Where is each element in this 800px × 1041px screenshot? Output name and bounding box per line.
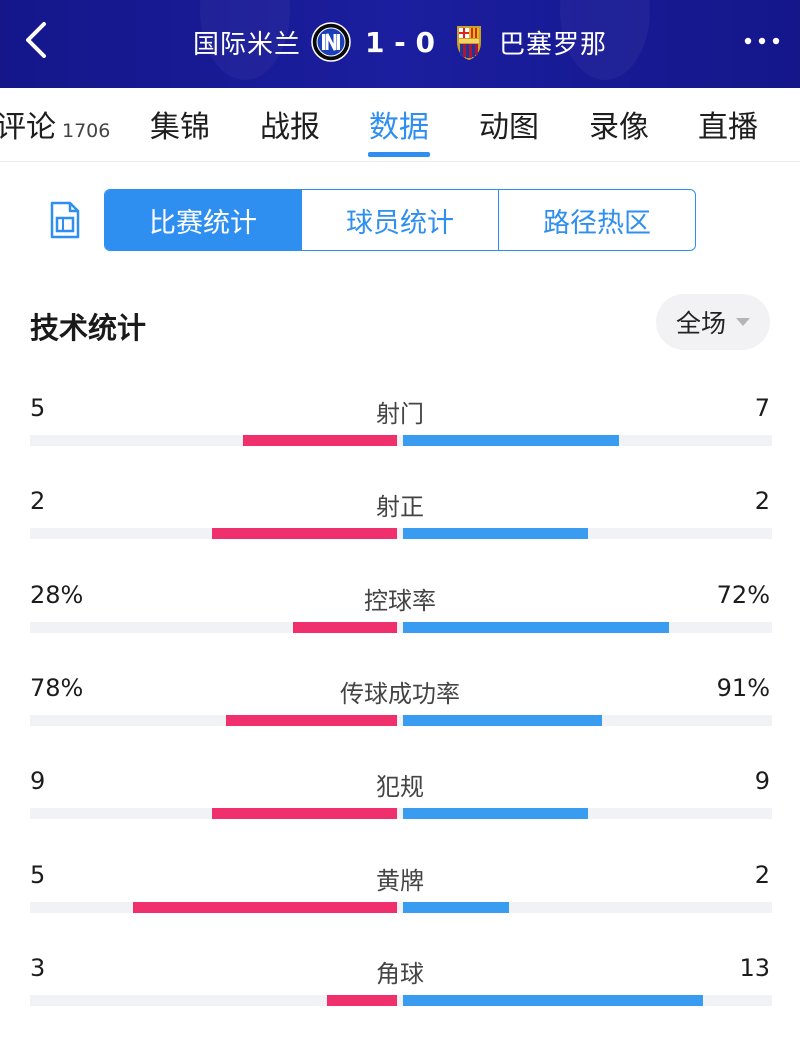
more-button[interactable] <box>742 26 782 56</box>
home-stat-bar <box>243 435 397 446</box>
away-stat-value: 72% <box>716 580 770 609</box>
match-summary: 国际米兰 1 - 0 巴塞罗那 <box>0 0 800 84</box>
away-stat-value: 9 <box>754 767 770 796</box>
export-icon[interactable] <box>46 200 84 240</box>
stat-label: 犯规 <box>376 773 424 802</box>
tab-report[interactable]: 战报 <box>260 110 320 145</box>
away-stat-bar <box>403 435 619 446</box>
period-label: 全场 <box>675 309 726 338</box>
away-stat-value: 7 <box>754 394 770 422</box>
segment-match-stats[interactable]: 比赛统计 <box>105 190 301 250</box>
away-stat-value: 13 <box>739 953 770 982</box>
stat-track <box>30 435 772 446</box>
match-score: 1 - 0 <box>364 25 436 59</box>
segment-heatmap[interactable]: 路径热区 <box>498 190 695 250</box>
inter-milan-logo-icon <box>311 22 351 62</box>
tab-gifs[interactable]: 动图 <box>479 110 539 145</box>
more-dots-icon <box>744 37 780 45</box>
home-stat-bar <box>133 901 397 913</box>
tab-live[interactable]: 直播 <box>698 110 758 145</box>
home-stat-bar <box>293 621 397 633</box>
away-team-name: 巴塞罗那 <box>499 29 608 60</box>
stat-row: 3 角球 13 <box>0 940 800 1033</box>
active-tab-indicator <box>368 152 430 157</box>
stat-label: 角球 <box>376 959 424 988</box>
home-stat-value: 2 <box>30 487 46 516</box>
home-stat-value: 3 <box>30 953 46 982</box>
stat-row: 78% 传球成功率 91% <box>0 660 800 753</box>
stat-track <box>30 714 772 726</box>
barcelona-logo-icon <box>457 26 482 60</box>
caret-down-icon <box>736 318 750 326</box>
away-stat-bar <box>403 528 588 540</box>
stat-track <box>30 528 772 540</box>
home-stat-value: 78% <box>30 673 84 702</box>
stat-row: 28% 控球率 72% <box>0 567 800 660</box>
stat-row: 9 犯规 9 <box>0 753 800 846</box>
back-button[interactable] <box>18 18 58 62</box>
home-stat-bar <box>226 714 397 726</box>
comment-count: 1706 <box>62 120 111 142</box>
stat-label: 黄牌 <box>376 866 424 895</box>
stat-track <box>30 808 772 820</box>
stat-track <box>30 621 772 633</box>
away-stat-bar <box>403 621 669 633</box>
stat-track <box>30 901 772 913</box>
home-stat-value: 5 <box>30 394 46 422</box>
stat-label: 射门 <box>376 400 424 428</box>
tab-label: 评论 <box>0 110 56 145</box>
stat-label: 射正 <box>376 493 424 522</box>
home-stat-bar <box>212 808 397 820</box>
section-title: 技术统计 <box>30 311 147 345</box>
segment-player-stats[interactable]: 球员统计 <box>301 190 498 250</box>
tab-data[interactable]: 数据 <box>369 110 429 145</box>
home-stat-value: 5 <box>30 860 46 889</box>
stat-label: 控球率 <box>364 586 436 615</box>
home-team-name: 国际米兰 <box>192 29 301 60</box>
away-stat-bar <box>403 994 703 1006</box>
stat-row: 5 黄牌 2 <box>0 847 800 940</box>
away-stat-value: 2 <box>754 487 770 516</box>
tab-comments[interactable]: 评论 1706 <box>0 102 110 146</box>
home-stat-value: 9 <box>30 767 46 796</box>
away-stat-bar <box>403 808 588 820</box>
period-dropdown[interactable]: 全场 <box>656 294 770 350</box>
tab-replay[interactable]: 录像 <box>589 110 649 145</box>
chevron-left-icon <box>26 22 46 58</box>
away-stat-bar <box>403 901 509 913</box>
away-stat-value: 91% <box>716 673 770 702</box>
home-stat-value: 28% <box>30 580 84 609</box>
away-stat-value: 2 <box>754 860 770 889</box>
match-header: 国际米兰 1 - 0 巴塞罗那 <box>0 0 800 88</box>
tab-bar: 评论 1706 集锦 战报 数据 动图 录像 直播 <box>0 88 800 162</box>
stat-row: 5 射门 7 <box>0 380 800 473</box>
tab-highlights[interactable]: 集锦 <box>150 110 210 145</box>
stats-type-segment: 比赛统计 球员统计 路径热区 <box>104 189 696 251</box>
home-stat-bar <box>327 994 397 1006</box>
home-stat-bar <box>212 528 397 540</box>
stat-label: 传球成功率 <box>340 679 460 708</box>
stat-track <box>30 994 772 1006</box>
away-stat-bar <box>403 714 602 726</box>
stat-row: 2 射正 2 <box>0 473 800 566</box>
